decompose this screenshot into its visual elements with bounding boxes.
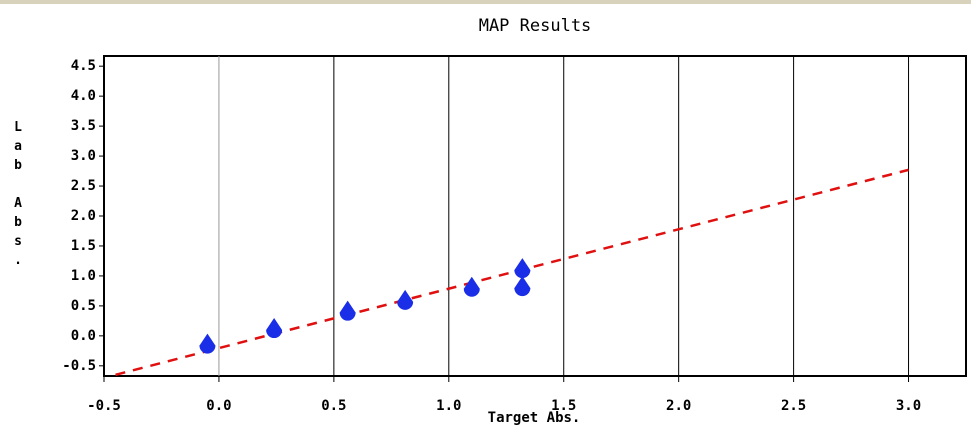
- point: [339, 300, 356, 321]
- point: [266, 318, 283, 339]
- y-tick-label: 3.5: [71, 118, 96, 134]
- chart-title: MAP Results: [479, 16, 592, 36]
- point: [463, 276, 480, 297]
- y-tick-label: 4.5: [71, 58, 96, 74]
- y-tick-label: -0.5: [62, 358, 96, 374]
- point: [514, 258, 531, 279]
- x-tick-label: 2.0: [666, 398, 691, 414]
- x-tick-label: 0.0: [206, 398, 231, 414]
- y-tick-label: 0.0: [71, 328, 96, 344]
- y-tick-label: 0.5: [71, 298, 96, 314]
- x-tick-label: -0.5: [87, 398, 121, 414]
- plot-area: [103, 55, 967, 377]
- top-border: [0, 0, 971, 4]
- y-tick-label: 2.5: [71, 178, 96, 194]
- y-tick-label: 3.0: [71, 148, 96, 164]
- x-tick-label: 1.0: [436, 398, 461, 414]
- x-tick-label: 3.0: [896, 398, 921, 414]
- y-tick-label: 1.0: [71, 268, 96, 284]
- y-axis-label: Lab Abs.: [11, 120, 26, 272]
- y-tick-label: 1.5: [71, 238, 96, 254]
- point: [514, 276, 531, 297]
- x-axis-label: Target Abs.: [488, 410, 581, 426]
- point: [199, 333, 216, 354]
- x-tick-label: 0.5: [321, 398, 346, 414]
- x-tick-label: 1.5: [551, 398, 576, 414]
- point: [397, 289, 414, 310]
- y-tick-label: 4.0: [71, 88, 96, 104]
- y-tick-label: 2.0: [71, 208, 96, 224]
- x-tick-label: 2.5: [781, 398, 806, 414]
